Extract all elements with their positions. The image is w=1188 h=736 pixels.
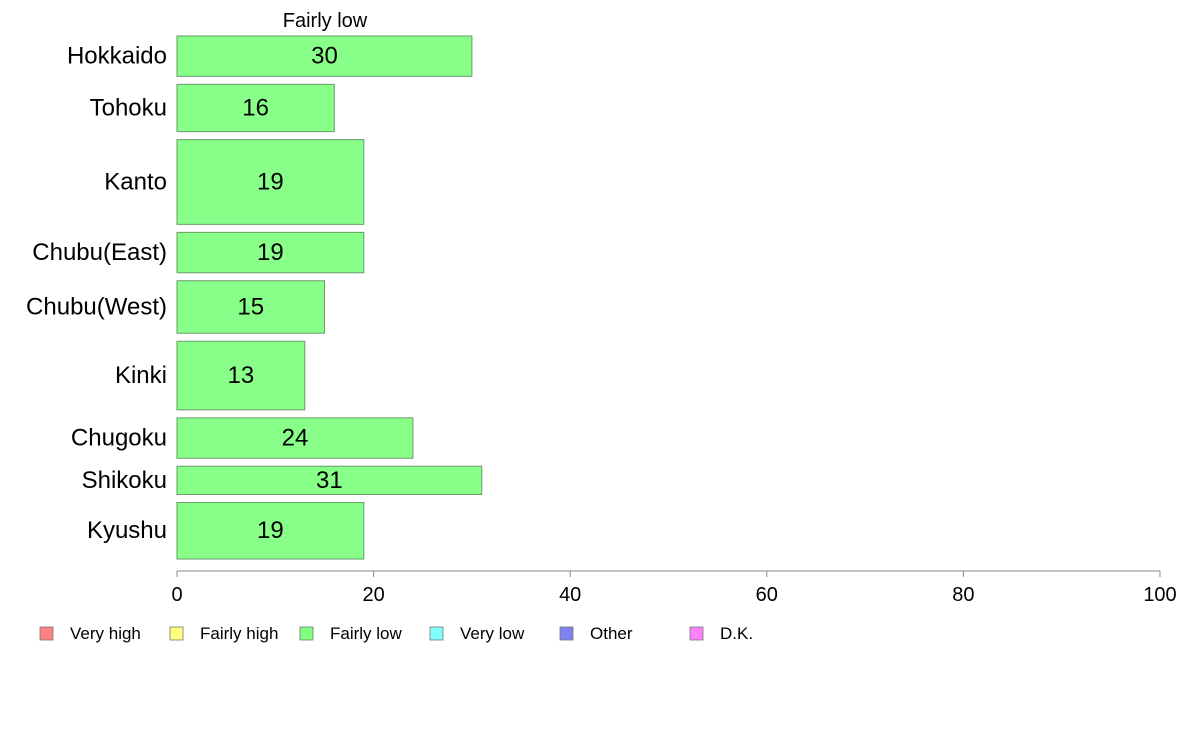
chart-title: Fairly low <box>283 10 368 32</box>
data-label: 19 <box>257 239 284 266</box>
data-label: 31 <box>316 467 343 494</box>
legend-swatch <box>689 626 704 641</box>
bar-chugoku <box>176 417 414 459</box>
bar-kyushu <box>176 501 365 560</box>
legend-label: Very high <box>70 624 141 643</box>
bar-shikoku <box>176 465 483 495</box>
legend-swatch <box>39 626 54 641</box>
data-label: 19 <box>257 168 284 195</box>
legend-label: Very low <box>460 624 525 643</box>
bars-group: Hokkaido 30 Tohoku 16 Kanto 19 Chubu(East) 19 Ch… <box>26 35 483 560</box>
category-label: Shikoku <box>82 467 167 494</box>
legend-swatch <box>559 626 574 641</box>
category-label: Tohoku <box>90 94 167 121</box>
legend-label: Fairly high <box>200 624 278 643</box>
legend-swatch <box>299 626 314 641</box>
x-tick-label: 80 <box>952 584 974 606</box>
data-label: 13 <box>228 362 255 389</box>
data-label: 19 <box>257 517 284 544</box>
category-label: Kinki <box>115 362 167 389</box>
category-label: Chubu(East) <box>32 239 167 266</box>
legend: Very high Fairly high Fairly low Very low Ot… <box>39 624 753 643</box>
bar-kanto <box>176 139 365 225</box>
category-label: Kanto <box>104 168 167 195</box>
data-label: 24 <box>282 425 309 452</box>
category-label: Kyushu <box>87 517 167 544</box>
legend-swatch <box>169 626 184 641</box>
x-axis: 0 20 40 60 80 100 <box>171 570 1177 606</box>
x-tick-label: 40 <box>559 584 581 606</box>
bar-chubu-east <box>176 231 365 274</box>
category-label: Chubu(West) <box>26 293 167 320</box>
legend-swatch <box>429 626 444 641</box>
legend-label: D.K. <box>720 624 753 643</box>
bar-chubu-west <box>176 280 325 334</box>
bar-tohoku <box>176 83 335 133</box>
data-label: 30 <box>311 43 338 70</box>
category-label: Chugoku <box>71 425 167 452</box>
data-label: 16 <box>242 94 269 121</box>
x-tick-label: 100 <box>1143 584 1176 606</box>
data-label: 15 <box>237 293 264 320</box>
legend-label: Other <box>590 624 633 643</box>
category-label: Hokkaido <box>67 43 167 70</box>
x-tick-label: 60 <box>756 584 778 606</box>
legend-label: Fairly low <box>330 624 403 643</box>
x-tick-label: 0 <box>171 584 182 606</box>
x-tick-label: 20 <box>362 584 384 606</box>
bar-kinki <box>176 340 306 411</box>
bar-hokkaido <box>176 35 473 77</box>
